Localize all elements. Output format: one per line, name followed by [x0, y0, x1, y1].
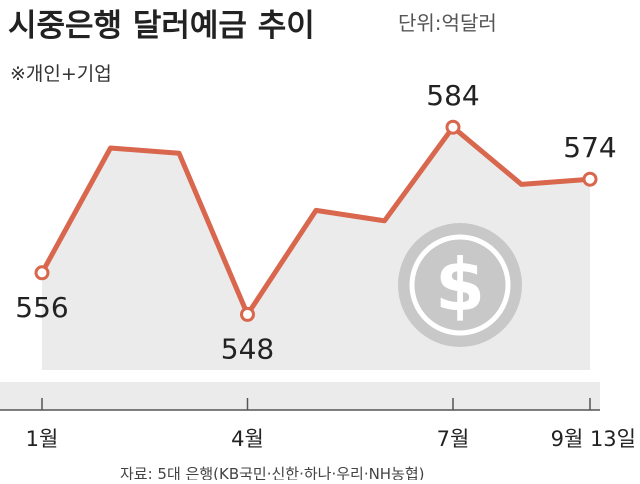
marker — [582, 171, 598, 187]
x-tick-label: 4월 — [231, 427, 264, 451]
unit-label: 단위:억달러 — [398, 11, 497, 35]
band — [0, 382, 600, 410]
data-label: 556 — [15, 291, 68, 324]
svg-text:$: $ — [435, 243, 485, 327]
data-label: 574 — [563, 131, 616, 164]
marker — [240, 306, 255, 322]
x-tick-label: 1월 — [26, 427, 59, 451]
x-tick-label: 7월 — [437, 427, 470, 451]
data-label: 548 — [221, 332, 274, 365]
source: 자료: 5대 은행(KB국민·신한·하나·우리·NH농협) — [120, 465, 425, 480]
marker — [34, 265, 50, 281]
dollar-icon: $ — [398, 223, 522, 347]
note: ※개인+기업 — [10, 63, 112, 85]
data-label: 584 — [426, 79, 479, 112]
x-tick-label: 9월 13일 — [551, 427, 636, 451]
marker — [445, 119, 461, 135]
chart-title: 시중은행 달러예금 추이 — [8, 8, 315, 44]
line — [39, 124, 591, 317]
